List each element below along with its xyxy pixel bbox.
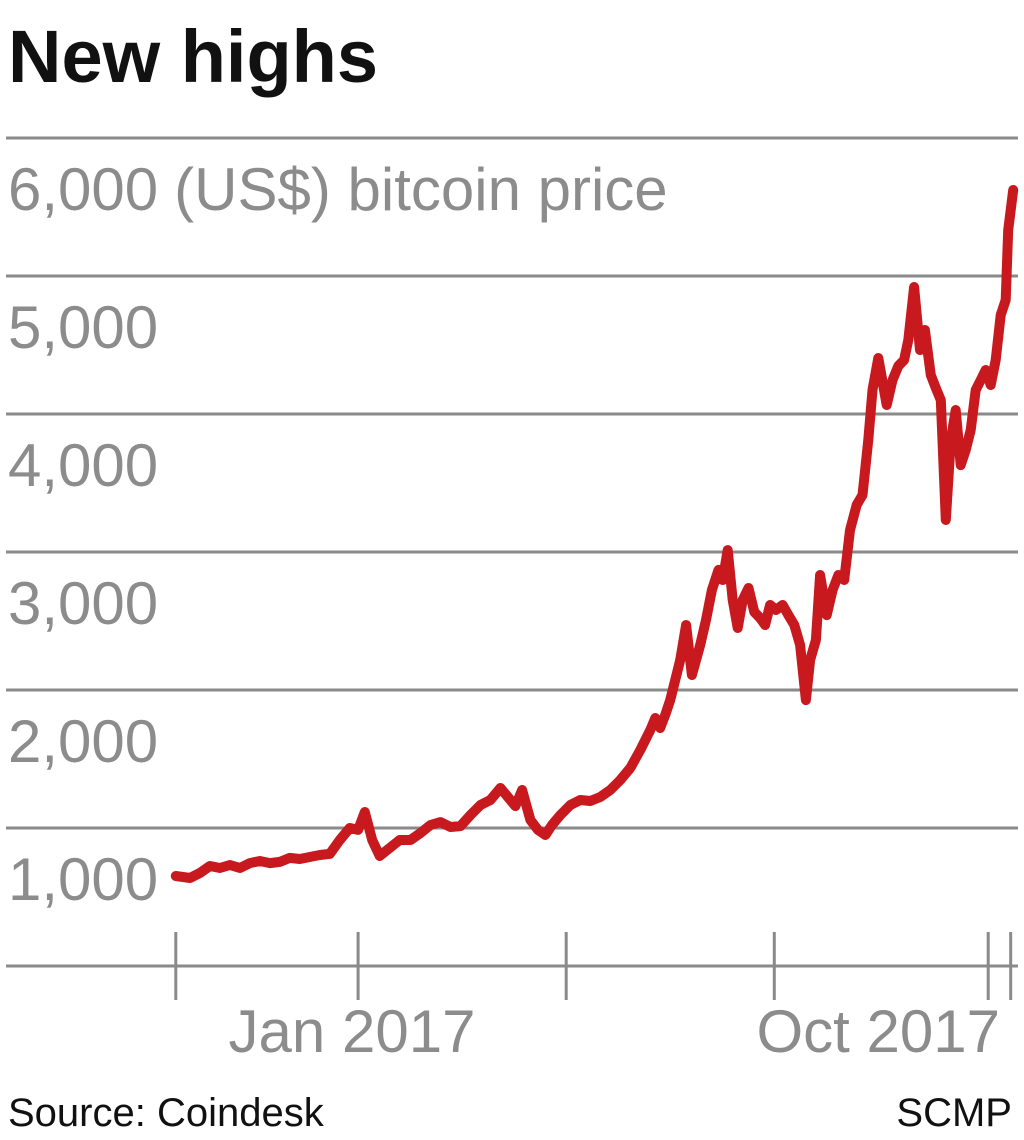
y-tick-label: 4,000 — [8, 432, 158, 499]
price-line — [170, 185, 1019, 883]
source: Source: Coindesk — [8, 1091, 325, 1135]
y-tick-label: 2,000 — [8, 708, 158, 775]
x-label: Oct 2017 — [757, 998, 1001, 1065]
y-tick-label: 6,000 — [8, 156, 158, 223]
y-tick-label: 5,000 — [8, 294, 158, 361]
x-label: Jan 2017 — [229, 998, 476, 1065]
y-tick-label: 1,000 — [8, 846, 158, 913]
y-tick-label: 3,000 — [8, 570, 158, 637]
chart-title: New highs — [8, 15, 378, 98]
y-axis-label: (US$) bitcoin price — [174, 156, 668, 223]
credit: SCMP — [896, 1091, 1012, 1135]
